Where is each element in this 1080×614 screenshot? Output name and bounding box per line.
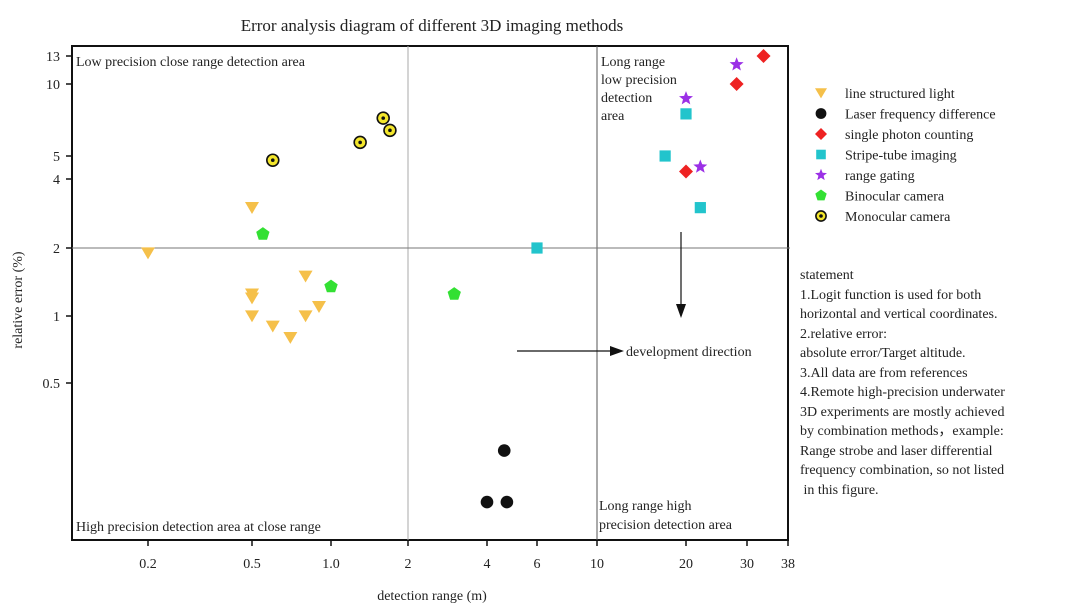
vertical-arrow-head: [676, 304, 686, 318]
point-range-gating: [729, 57, 744, 71]
point-single-photon-counting: [756, 49, 771, 63]
statement-notes: statement 1.Logit function is used for bo…: [800, 266, 1075, 500]
legend-label-laser-frequency-difference: Laser frequency difference: [845, 108, 996, 123]
y-tick-label: 2: [53, 242, 60, 257]
x-tick-label: 4: [484, 557, 491, 572]
statement-line: 4.Remote high-precision underwater: [800, 385, 1005, 400]
y-tick-label: 0.5: [43, 377, 61, 392]
point-single-photon-counting: [679, 164, 693, 179]
statement-line: in this figure.: [800, 482, 879, 498]
legend-label-binocular-camera: Binocular camera: [845, 190, 945, 205]
point-line-structured-light: [298, 310, 313, 323]
x-tick-label: 6: [534, 557, 541, 572]
x-tick-label: 30: [740, 557, 754, 572]
legend-marker-range-gating: [815, 168, 827, 181]
legend-item-single-photon-counting: single photon counting: [815, 128, 973, 143]
point-single-photon-counting: [729, 77, 744, 91]
point-line-structured-light: [245, 292, 259, 305]
x-tick-label: 1.0: [322, 557, 340, 572]
point-monocular-camera: [376, 111, 390, 125]
point-range-gating: [693, 159, 708, 173]
point-line-structured-light: [311, 301, 326, 313]
legend-item-monocular-camera: Monocular camera: [815, 210, 951, 225]
y-tick-label: 1: [53, 310, 60, 325]
legend-item-line-structured-light: line structured light: [815, 87, 955, 102]
y-tick-label: 4: [53, 173, 60, 188]
legend-marker-laser-frequency-difference: [815, 108, 827, 119]
point-binocular-camera: [256, 227, 270, 240]
point-range-gating: [679, 91, 693, 105]
point-line-structured-light: [141, 247, 155, 260]
x-axis-label: detection range (m): [377, 589, 487, 604]
point-monocular-camera: [383, 123, 397, 138]
plot-frame: [71, 45, 789, 541]
legend-item-stripe-tube-imaging: Stripe-tube imaging: [816, 149, 957, 164]
point-monocular-camera: [266, 153, 280, 167]
point-line-structured-light: [283, 331, 298, 344]
statement-line: 1.Logit function is used for both: [800, 287, 982, 303]
statement-line: by combination methods，example:: [800, 424, 1004, 439]
chart-title: Error analysis diagram of different 3D i…: [241, 16, 624, 35]
y-tick-label: 10: [46, 78, 60, 93]
statement-line: 2.relative error:: [800, 326, 888, 342]
statement-line: absolute error/Target altitude.: [800, 346, 966, 361]
point-stripe-tube-imaging: [531, 242, 543, 254]
legend-item-binocular-camera: Binocular camera: [815, 189, 945, 205]
point-line-structured-light: [298, 270, 313, 283]
point-laser-frequency-difference: [500, 495, 514, 509]
legend-label-monocular-camera: Monocular camera: [845, 210, 951, 225]
point-line-structured-light: [245, 310, 259, 323]
region-label-bottom-left: High precision detection area at close r…: [76, 520, 321, 535]
x-tick-label: 38: [781, 557, 795, 572]
legend-marker-single-photon-counting: [815, 128, 827, 140]
legend-item-laser-frequency-difference: Laser frequency difference: [815, 108, 996, 123]
region-label-top-right: Long range low precision detection area: [601, 55, 677, 124]
legend-label-range-gating: range gating: [845, 169, 915, 184]
legend-item-range-gating: range gating: [815, 168, 915, 184]
development-direction-label: development direction: [626, 345, 752, 360]
point-line-structured-light: [245, 202, 259, 214]
point-stripe-tube-imaging: [680, 108, 692, 120]
legend-label-line-structured-light: line structured light: [845, 87, 955, 102]
point-stripe-tube-imaging: [694, 202, 706, 214]
statement-line: 3.All data are from references: [800, 365, 968, 381]
point-laser-frequency-difference: [480, 495, 494, 509]
legend-marker-line-structured-light: [815, 88, 827, 99]
y-axis-label: relative error (%): [11, 251, 26, 348]
region-label-top-left: Low precision close range detection area: [76, 55, 306, 70]
statement-line: Range strobe and laser differential: [800, 443, 993, 459]
legend-marker-monocular-camera: [815, 210, 827, 222]
y-tick-label: 13: [46, 50, 60, 65]
point-laser-frequency-difference: [497, 444, 511, 457]
x-tick-label: 10: [590, 557, 604, 572]
legend-label-single-photon-counting: single photon counting: [845, 128, 973, 143]
point-binocular-camera: [447, 287, 461, 300]
legend-label-stripe-tube-imaging: Stripe-tube imaging: [845, 149, 957, 164]
region-label-bottom-right: Long range high precision detection area: [599, 499, 733, 533]
y-tick-label: 5: [53, 150, 60, 165]
x-tick-label: 0.5: [243, 557, 261, 572]
legend-marker-binocular-camera: [815, 189, 827, 201]
point-binocular-camera: [324, 279, 338, 293]
point-stripe-tube-imaging: [659, 150, 671, 162]
point-monocular-camera: [353, 135, 367, 150]
statement-line: frequency combination, so not listed: [800, 463, 1005, 478]
point-line-structured-light: [265, 320, 280, 333]
statement-heading: statement: [800, 268, 854, 283]
legend-marker-stripe-tube-imaging: [816, 149, 826, 160]
x-tick-label: 0.2: [139, 557, 157, 572]
statement-line: 3D experiments are mostly achieved: [800, 404, 1005, 420]
x-tick-label: 2: [405, 557, 412, 572]
horizontal-arrow-head: [610, 346, 624, 356]
statement-line: horizontal and vertical coordinates.: [800, 307, 998, 322]
x-tick-label: 20: [679, 557, 693, 572]
